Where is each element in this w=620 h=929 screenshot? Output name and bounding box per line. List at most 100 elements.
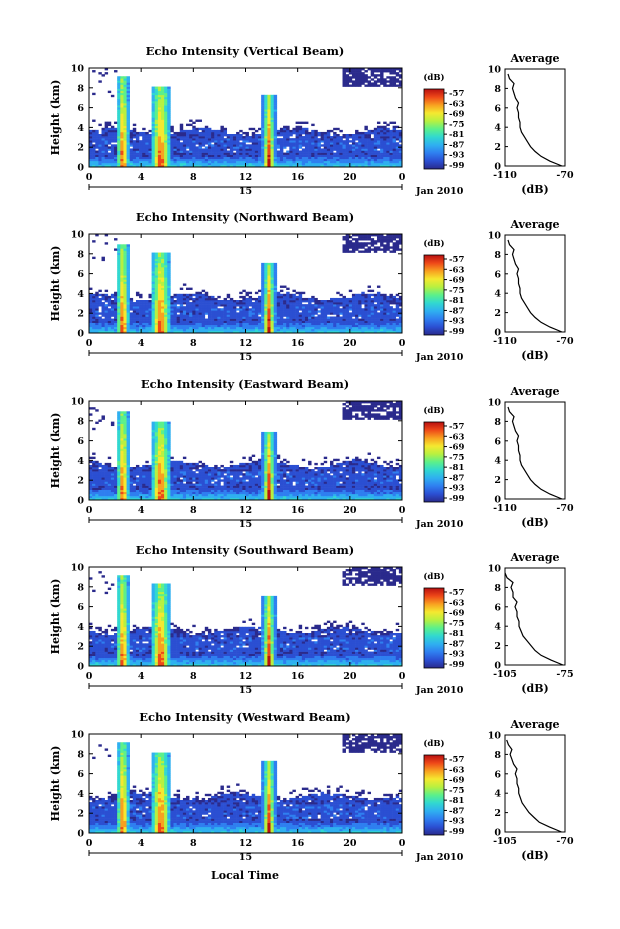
average-x-label: (dB) — [521, 849, 548, 862]
average-profile-line — [507, 239, 563, 333]
colorbar-unit: (dB) — [423, 571, 444, 582]
colorbar-tick-label: -87 — [449, 806, 464, 816]
y-tick-label: 8 — [77, 249, 84, 260]
average-frame — [504, 401, 566, 500]
average-x-tick-label: -105 — [493, 836, 517, 847]
x-tick-label: 16 — [291, 838, 305, 849]
y-tick-label: 0 — [77, 662, 84, 673]
y-tick-label: 2 — [77, 642, 84, 653]
x-tick-label: 12 — [239, 172, 252, 183]
average-x-tick-label: -110 — [493, 170, 517, 181]
colorbar-tick-label: -93 — [449, 650, 464, 660]
y-axis-label: Height (km) — [49, 413, 62, 489]
colorbar-unit: (dB) — [423, 72, 444, 83]
colorbar-tick-label: -99 — [449, 827, 464, 837]
average-x-tick-label: -70 — [556, 170, 574, 181]
average-y-tick-label: 6 — [494, 769, 501, 780]
panel-3: Echo Intensity (Eastward Beam) 0 2 4 6 8 10 0 4 8… — [49, 377, 574, 530]
y-axis-label: Height (km) — [49, 80, 62, 156]
colorbar-tick-label: -63 — [449, 265, 464, 275]
y-tick-label: 10 — [71, 397, 85, 408]
average-x-label: (dB) — [521, 682, 548, 695]
y-axis-label: Height (km) — [49, 746, 62, 822]
x-tick-label: 0 — [86, 838, 93, 849]
panel-title: Echo Intensity (Vertical Beam) — [146, 44, 345, 58]
x-tick-label: 8 — [190, 838, 197, 849]
panel-4: Echo Intensity (Southward Beam) 0 2 4 6 8 10 0 4… — [49, 543, 574, 696]
colorbar-tick-label: -75 — [449, 453, 464, 463]
panel-2: Echo Intensity (Northward Beam) 0 2 4 6 8 10 0 4… — [49, 210, 574, 363]
average-y-tick-label: 6 — [494, 602, 501, 613]
x-tick-label: 4 — [138, 172, 145, 183]
x-tick-label: 0 — [86, 505, 93, 516]
day-label: 15 — [239, 852, 252, 863]
y-tick-label: 10 — [71, 64, 85, 75]
average-frame — [504, 234, 566, 333]
average-frame — [504, 567, 566, 666]
average-y-tick-label: 2 — [494, 142, 501, 153]
average-y-tick-label: 8 — [494, 84, 501, 95]
average-y-tick-label: 10 — [488, 731, 502, 742]
x-tick-label: 0 — [399, 671, 406, 682]
panel-title: Echo Intensity (Northward Beam) — [136, 210, 354, 224]
x-tick-label: 16 — [291, 505, 305, 516]
average-y-tick-label: 0 — [494, 162, 501, 173]
x-tick-label: 0 — [86, 338, 93, 349]
average-y-tick-label: 2 — [494, 808, 501, 819]
date-label: Jan 2010 — [415, 685, 464, 696]
x-tick-label: 0 — [399, 338, 406, 349]
average-y-tick-label: 6 — [494, 269, 501, 280]
colorbar — [423, 587, 445, 669]
average-y-tick-label: 8 — [494, 417, 501, 428]
date-label: Jan 2010 — [415, 852, 464, 863]
colorbar — [423, 754, 445, 836]
colorbar-tick-label: -93 — [449, 484, 464, 494]
average-y-tick-label: 4 — [494, 289, 501, 300]
average-y-tick-label: 6 — [494, 103, 501, 114]
day-label: 15 — [239, 519, 252, 530]
colorbar — [423, 254, 445, 336]
average-y-tick-label: 0 — [494, 661, 501, 672]
panel-1: Echo Intensity (Vertical Beam) 0 2 4 6 8 10 0 4 8… — [49, 44, 574, 197]
x-tick-label: 20 — [343, 671, 357, 682]
colorbar-tick-label: -63 — [449, 765, 464, 775]
x-tick-label: 16 — [291, 172, 305, 183]
average-y-tick-label: 2 — [494, 641, 501, 652]
average-title: Average — [509, 718, 559, 731]
x-tick-label: 20 — [343, 172, 357, 183]
colorbar-tick-label: -81 — [449, 296, 464, 306]
heatmap-field — [89, 234, 403, 334]
average-y-tick-label: 4 — [494, 456, 501, 467]
colorbar-tick-label: -69 — [449, 609, 464, 619]
x-tick-label: 0 — [399, 505, 406, 516]
y-tick-label: 8 — [77, 83, 84, 94]
x-tick-label: 12 — [239, 671, 252, 682]
x-tick-label: 20 — [343, 505, 357, 516]
x-tick-label: 0 — [399, 838, 406, 849]
colorbar-tick-label: -93 — [449, 817, 464, 827]
colorbar-tick-label: -57 — [449, 588, 464, 598]
average-x-tick-label: -75 — [556, 669, 573, 680]
colorbar-tick-label: -87 — [449, 306, 464, 316]
y-tick-label: 2 — [77, 476, 84, 487]
colorbar-tick-label: -63 — [449, 432, 464, 442]
colorbar-tick-label: -93 — [449, 317, 464, 327]
heatmap-field — [89, 68, 403, 168]
x-tick-label: 4 — [138, 505, 145, 516]
colorbar-tick-label: -57 — [449, 89, 464, 99]
day-label: 15 — [239, 186, 252, 197]
date-label: Jan 2010 — [415, 352, 464, 363]
average-profile-line — [504, 572, 564, 666]
panel-title: Echo Intensity (Westward Beam) — [139, 710, 350, 724]
y-tick-label: 4 — [77, 289, 84, 300]
panel-title: Echo Intensity (Southward Beam) — [136, 543, 354, 557]
average-title: Average — [509, 551, 559, 564]
colorbar-tick-label: -69 — [449, 110, 464, 120]
colorbar-unit: (dB) — [423, 738, 444, 749]
y-tick-label: 6 — [77, 269, 84, 280]
heatmap-field — [89, 401, 403, 501]
y-tick-label: 6 — [77, 769, 84, 780]
y-tick-label: 8 — [77, 582, 84, 593]
y-tick-label: 2 — [77, 809, 84, 820]
